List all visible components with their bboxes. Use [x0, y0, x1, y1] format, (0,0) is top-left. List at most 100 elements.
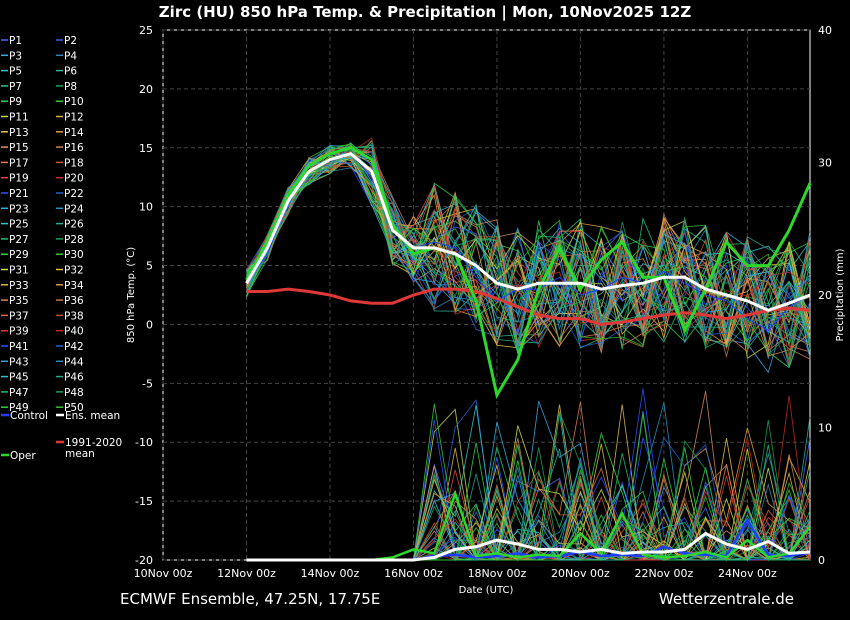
- legend-label-p22: P22: [64, 188, 84, 200]
- x-tick-label: 18Nov 00z: [468, 567, 527, 580]
- series-1991-2020-mean: [246, 287, 811, 326]
- legend-label-p40: P40: [64, 326, 84, 338]
- legend-label-p18: P18: [64, 157, 84, 169]
- member-line: [246, 150, 811, 350]
- legend-label-p42: P42: [64, 341, 84, 353]
- y-tick-label: 10: [139, 201, 153, 214]
- legend-label-p43: P43: [9, 356, 29, 368]
- legend-label-control: Control: [10, 410, 48, 422]
- legend-label-p31: P31: [9, 265, 29, 277]
- legend-label-p6: P6: [64, 66, 77, 78]
- member-line: [246, 157, 811, 348]
- legend-label-p16: P16: [64, 142, 84, 154]
- legend-label-p7: P7: [9, 81, 22, 93]
- y-tick-label: 5: [146, 260, 153, 273]
- y-tick-label: -5: [142, 377, 153, 390]
- y-axis-left: 25 20 15 10 5 0 -5 -10 -15 -20: [135, 24, 153, 567]
- y-tick-label: -10: [135, 436, 153, 449]
- y-tick-label: 0: [146, 318, 153, 331]
- y-axis-right: 40 30 20 10 0: [818, 24, 832, 567]
- plot-area: [162, 29, 812, 562]
- legend-label-p24: P24: [64, 203, 84, 215]
- x-tick-label: 14Nov 00z: [301, 567, 360, 580]
- series-ens-mean: [245, 152, 811, 312]
- legend-label-oper: Oper: [10, 450, 36, 462]
- legend-label-p29: P29: [9, 249, 29, 261]
- precipitation-lines: [246, 388, 811, 562]
- legend-label-p17: P17: [9, 157, 29, 169]
- x-tick-label: 22Nov 00z: [635, 567, 694, 580]
- legend-label-p3: P3: [9, 50, 22, 62]
- legend-label-p9: P9: [9, 96, 22, 108]
- x-tick-label: 16Nov 00z: [384, 567, 443, 580]
- legend-label-p30: P30: [64, 249, 84, 261]
- legend-label-p8: P8: [64, 81, 77, 93]
- y2-tick-label: 0: [818, 554, 825, 567]
- legend-label-p19: P19: [9, 173, 29, 185]
- legend-label-p23: P23: [9, 203, 29, 215]
- legend-label-p41: P41: [9, 341, 29, 353]
- legend-label-p44: P44: [64, 356, 84, 368]
- legend-label-p2: P2: [64, 35, 77, 47]
- series-oper: [245, 146, 812, 400]
- legend-label-p12: P12: [64, 112, 84, 124]
- footer-site: Wetterzentrale.de: [659, 590, 794, 608]
- legend-label-p11: P11: [9, 112, 29, 124]
- legend-label-p35: P35: [9, 295, 29, 307]
- y-tick-label: 15: [139, 142, 153, 155]
- highlighted-series: [245, 146, 812, 400]
- x-axis-label: Date (UTC): [459, 585, 514, 596]
- legend-label-p48: P48: [64, 387, 84, 399]
- y-tick-label: -20: [135, 554, 153, 567]
- legend-label-p15: P15: [9, 142, 29, 154]
- legend-label-ens-mean: Ens. mean: [65, 410, 120, 422]
- legend-label-p32: P32: [64, 265, 84, 277]
- y-tick-label: 25: [139, 24, 153, 37]
- legend-label-p38: P38: [64, 310, 84, 322]
- legend-label-p36: P36: [64, 295, 84, 307]
- member-line: [246, 137, 811, 349]
- member-line: [246, 162, 811, 365]
- y2-axis-label: Precipitation (mm): [835, 248, 846, 341]
- legend-label-p10: P10: [64, 96, 84, 108]
- precip-ens-mean: [246, 531, 811, 562]
- member-line: [246, 141, 811, 344]
- y-tick-label: 20: [139, 83, 153, 96]
- x-tick-label: 10Nov 00z: [134, 567, 193, 580]
- legend-label-p37: P37: [9, 310, 29, 322]
- legend-label-p50: P50: [64, 402, 84, 414]
- legend-label-p4: P4: [64, 50, 77, 62]
- x-tick-label: 12Nov 00z: [217, 567, 276, 580]
- x-tick-label: 20Nov 00z: [551, 567, 610, 580]
- member-line: [246, 156, 811, 344]
- y-axis-label: 850 hPa Temp. (°C): [126, 247, 137, 343]
- y2-tick-label: 10: [818, 422, 832, 435]
- legend-label-p5: P5: [9, 66, 22, 78]
- y-tick-label: -15: [135, 495, 153, 508]
- legend-label-p49: P49: [9, 402, 29, 414]
- x-tick-label: 24Nov 00z: [718, 567, 777, 580]
- legend: P1 P2 P3 P4 P5 P6 P7 P8 P9 P10 P11 P12 P13 P14 P15 P16 P…: [1, 35, 122, 462]
- legend-label-p26: P26: [64, 219, 84, 231]
- legend-label-p25: P25: [9, 219, 29, 231]
- chart-title: Zirc (HU) 850 hPa Temp. & Precipitation …: [159, 3, 692, 22]
- legend-label-p47: P47: [9, 387, 29, 399]
- y2-tick-label: 20: [818, 289, 832, 302]
- legend-label-p33: P33: [9, 280, 29, 292]
- legend-label-p13: P13: [9, 127, 29, 139]
- legend-label-p1: P1: [9, 35, 22, 47]
- y2-tick-label: 40: [818, 24, 832, 37]
- legend-label-p27: P27: [9, 234, 29, 246]
- legend-label-p21: P21: [9, 188, 29, 200]
- legend-label-p34: P34: [64, 280, 84, 292]
- y2-tick-label: 30: [818, 157, 832, 170]
- legend-label-p46: P46: [64, 372, 84, 384]
- legend-label-p45: P45: [9, 372, 29, 384]
- legend-label-p39: P39: [9, 326, 29, 338]
- legend-label-p20: P20: [64, 173, 84, 185]
- legend-label-1991-2020-mean: 1991-2020 mean: [65, 437, 122, 460]
- footer-location: ECMWF Ensemble, 47.25N, 17.75E: [120, 590, 380, 608]
- legend-label-p14: P14: [64, 127, 84, 139]
- legend-label-p28: P28: [64, 234, 84, 246]
